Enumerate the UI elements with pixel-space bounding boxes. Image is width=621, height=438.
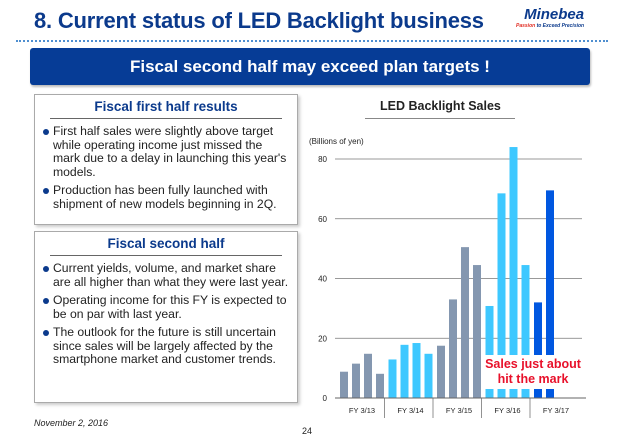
bar (473, 265, 481, 398)
second-half-heading: Fiscal second half (50, 236, 282, 256)
chart-title-underline (365, 118, 515, 119)
bullet-item: Operating income for this FY is expected… (42, 293, 290, 321)
bar (521, 265, 530, 398)
bar (376, 373, 384, 398)
bar (340, 371, 348, 398)
bar (546, 190, 554, 398)
x-tick-label: FY 3/13 (349, 406, 375, 415)
chart-annotation: Sales just about hit the mark (481, 355, 585, 389)
bar (497, 193, 506, 398)
title-divider (16, 40, 608, 42)
y-tick-label: 20 (318, 334, 327, 343)
bullet-item: Production has been fully launched with … (42, 183, 290, 211)
headline-banner: Fiscal second half may exceed plan targe… (30, 48, 590, 85)
chart-title: LED Backlight Sales (380, 99, 501, 113)
minebea-logo: Minebea Passion to Exceed Precision (516, 6, 585, 29)
bar (534, 302, 542, 398)
bar (388, 359, 397, 398)
slide-title: 8. Current status of LED Backlight busin… (34, 8, 484, 33)
y-axis-label: (Billions of yen) (309, 137, 364, 146)
second-half-box: Fiscal second half Current yields, volum… (34, 231, 298, 403)
y-tick-label: 0 (323, 394, 328, 403)
bar (437, 345, 445, 398)
bar (485, 305, 494, 398)
first-half-heading: Fiscal first half results (50, 99, 282, 119)
bar (364, 353, 372, 398)
page-number: 24 (302, 426, 313, 436)
x-tick-label: FY 3/15 (446, 406, 472, 415)
bullet-item: The outlook for the future is still unce… (42, 325, 290, 367)
x-tick-label: FY 3/16 (494, 406, 520, 415)
slide-date: November 2, 2016 (34, 418, 109, 428)
bar (352, 363, 360, 398)
x-tick-label: FY 3/17 (543, 406, 569, 415)
x-tick-label: FY 3/14 (397, 406, 423, 415)
first-half-box: Fiscal first half results First half sal… (34, 94, 298, 225)
bullet-item: Current yields, volume, and market share… (42, 261, 290, 289)
bullet-item: First half sales were slightly above tar… (42, 124, 290, 179)
y-tick-label: 40 (318, 275, 327, 284)
bar (461, 247, 469, 398)
y-tick-label: 60 (318, 215, 327, 224)
bar (449, 299, 457, 398)
bar (400, 344, 409, 398)
bar (424, 353, 433, 398)
bar (412, 343, 421, 398)
bar (509, 147, 518, 398)
y-tick-label: 80 (318, 155, 327, 164)
